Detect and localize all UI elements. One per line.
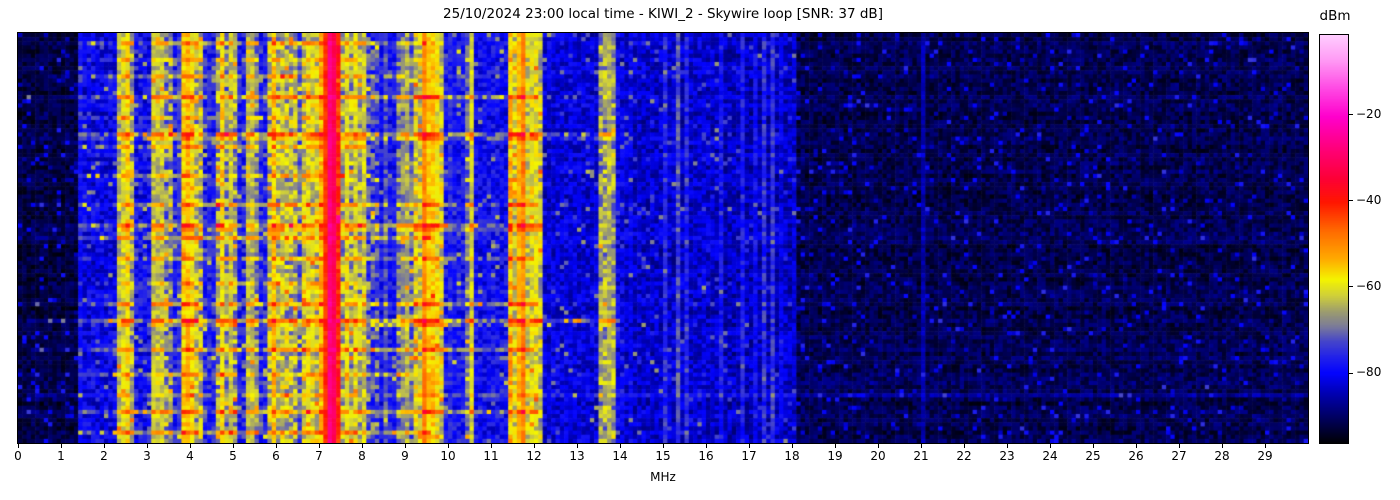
x-tick-label: 4 [186, 449, 194, 463]
colorbar-tick-label: −80 [1356, 365, 1382, 380]
x-tick-mark [189, 444, 191, 448]
x-tick-label: 17 [741, 449, 757, 463]
x-tick-mark [1264, 444, 1266, 448]
x-tick-label: 24 [1042, 449, 1058, 463]
x-tick-mark [361, 444, 363, 448]
x-axis-label: MHz [650, 470, 676, 484]
x-tick-mark [1092, 444, 1094, 448]
colorbar-gradient [1320, 35, 1348, 443]
x-tick-mark [834, 444, 836, 448]
x-tick-mark [920, 444, 922, 448]
colorbar-tick-label: −40 [1356, 192, 1382, 207]
x-tick-label: 2 [100, 449, 108, 463]
x-tick-label: 1 [57, 449, 65, 463]
waterfall-plot-frame [17, 32, 1309, 444]
x-tick-mark [662, 444, 664, 448]
colorbar-tick-mark [1349, 114, 1353, 116]
x-tick-mark [275, 444, 277, 448]
colorbar-frame [1319, 34, 1349, 444]
waterfall-heatmap [18, 33, 1308, 443]
x-tick-mark [748, 444, 750, 448]
x-tick-mark [318, 444, 320, 448]
x-tick-mark [60, 444, 62, 448]
x-tick-mark [103, 444, 105, 448]
x-tick-mark [619, 444, 621, 448]
x-tick-label: 3 [143, 449, 151, 463]
x-tick-label: 25 [1085, 449, 1101, 463]
x-tick-label: 20 [870, 449, 886, 463]
x-tick-label: 21 [913, 449, 929, 463]
x-tick-label: 8 [358, 449, 366, 463]
x-tick-mark [404, 444, 406, 448]
x-tick-label: 28 [1214, 449, 1230, 463]
x-tick-label: 19 [827, 449, 843, 463]
x-tick-label: 6 [272, 449, 280, 463]
x-tick-mark [576, 444, 578, 448]
x-tick-mark [877, 444, 879, 448]
x-tick-label: 22 [956, 449, 972, 463]
x-tick-label: 18 [784, 449, 800, 463]
colorbar-tick-mark [1349, 372, 1353, 374]
x-tick-label: 11 [483, 449, 499, 463]
x-tick-label: 16 [698, 449, 714, 463]
x-tick-mark [1006, 444, 1008, 448]
colorbar-tick-mark [1349, 200, 1353, 202]
x-tick-label: 12 [526, 449, 542, 463]
x-tick-mark [17, 444, 19, 448]
chart-title: 25/10/2024 23:00 local time - KIWI_2 - S… [443, 6, 883, 22]
x-tick-mark [447, 444, 449, 448]
x-tick-mark [1135, 444, 1137, 448]
x-tick-mark [791, 444, 793, 448]
colorbar-tick-mark [1349, 286, 1353, 288]
colorbar-tick-label: −20 [1356, 106, 1382, 121]
x-tick-label: 14 [612, 449, 628, 463]
x-tick-label: 27 [1171, 449, 1187, 463]
x-tick-label: 15 [655, 449, 671, 463]
x-tick-mark [1049, 444, 1051, 448]
x-tick-mark [232, 444, 234, 448]
x-tick-mark [963, 444, 965, 448]
x-tick-label: 23 [999, 449, 1015, 463]
x-tick-mark [705, 444, 707, 448]
x-tick-label: 0 [14, 449, 22, 463]
x-tick-mark [533, 444, 535, 448]
x-tick-mark [490, 444, 492, 448]
colorbar-tick-label: −60 [1356, 278, 1382, 293]
x-tick-label: 7 [315, 449, 323, 463]
x-tick-label: 10 [440, 449, 456, 463]
x-tick-label: 13 [569, 449, 585, 463]
x-tick-label: 5 [229, 449, 237, 463]
x-tick-label: 29 [1257, 449, 1273, 463]
x-tick-label: 26 [1128, 449, 1144, 463]
colorbar-label: dBm [1319, 8, 1351, 24]
x-tick-mark [1178, 444, 1180, 448]
x-tick-mark [146, 444, 148, 448]
x-tick-mark [1221, 444, 1223, 448]
x-tick-label: 9 [401, 449, 409, 463]
